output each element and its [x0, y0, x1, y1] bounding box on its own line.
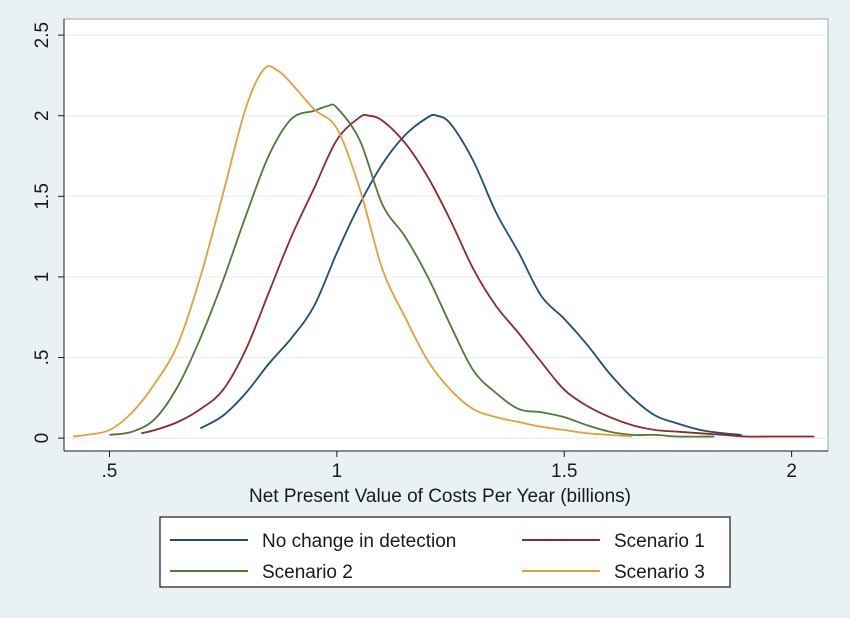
x-axis-title: Net Present Value of Costs Per Year (bil… [249, 486, 631, 507]
y-tick-label: 0 [32, 433, 53, 444]
plot-area [63, 18, 829, 452]
x-tick-label: .5 [102, 461, 118, 482]
y-tick-label: 1 [32, 272, 53, 283]
y-axis: 0 .5 1 1.5 2 2.5 [32, 19, 65, 451]
y-tick-label: 2 [32, 110, 53, 121]
legend: No change in detection Scenario 1 Scenar… [159, 516, 731, 588]
series-line-scenario-1 [141, 113, 815, 438]
legend-box [159, 516, 731, 588]
y-tick-label: 1.5 [32, 183, 53, 209]
legend-label-scenario-2: Scenario 2 [262, 562, 353, 583]
x-tick-label: 1 [332, 461, 343, 482]
series-line-no-change [199, 113, 742, 436]
x-tick-label: 2 [786, 461, 797, 482]
series-line-scenario-2 [109, 103, 715, 438]
y-tick-label: 2.5 [32, 22, 53, 48]
legend-label-scenario-1: Scenario 1 [614, 531, 705, 552]
y-tick-label: .5 [32, 350, 53, 366]
series-line-scenario-3 [72, 65, 633, 438]
x-tick-label: 1.5 [551, 461, 577, 482]
legend-label-no-change: No change in detection [262, 531, 456, 552]
x-axis: .5 1 1.5 2 [64, 450, 828, 482]
legend-label-scenario-3: Scenario 3 [614, 562, 705, 583]
series-lines [72, 65, 815, 438]
